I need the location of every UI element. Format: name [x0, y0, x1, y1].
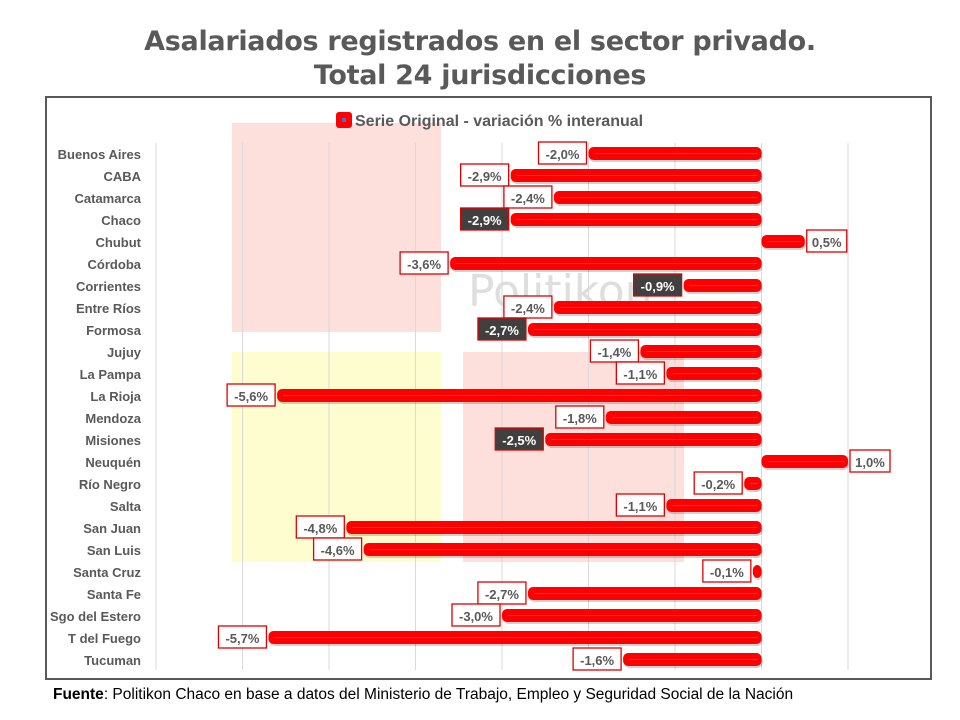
data-label-box — [459, 163, 510, 187]
data-label-box — [615, 493, 665, 517]
category-label: Chaco — [101, 213, 141, 228]
category-label: La Rioja — [90, 389, 141, 404]
category-label: Misiones — [85, 433, 141, 448]
data-label-box — [477, 581, 527, 605]
legend-swatch-inner — [342, 118, 346, 122]
data-label: -1,1% — [623, 367, 657, 382]
category-label: Córdoba — [88, 257, 142, 272]
data-label: -5,6% — [234, 389, 268, 404]
data-label: -0,9% — [641, 279, 675, 294]
data-label: 0,5% — [812, 235, 842, 250]
category-label: T del Fuego — [68, 631, 141, 646]
data-label: -0,1% — [710, 565, 744, 580]
category-label: Neuquén — [85, 455, 141, 470]
bar — [752, 565, 762, 578]
category-label: Catamarca — [75, 191, 142, 206]
data-label-box — [702, 559, 752, 583]
category-label: Tucuman — [84, 653, 141, 668]
category-label: La Pampa — [80, 367, 142, 382]
chart-frame — [45, 96, 932, 680]
data-label: 1,0% — [855, 455, 885, 470]
category-label: Salta — [110, 499, 142, 514]
data-label-box — [217, 625, 268, 649]
data-label-box — [537, 141, 588, 165]
category-label: Santa Fe — [87, 587, 141, 602]
data-label-box — [615, 361, 665, 385]
footer-text: : Politikon Chaco en base a datos del Mi… — [103, 686, 794, 703]
data-label: -5,7% — [225, 631, 259, 646]
data-label-box — [477, 317, 527, 341]
category-label: Sgo del Estero — [50, 609, 141, 624]
data-label-box — [503, 185, 553, 209]
data-label: -4,8% — [303, 521, 337, 536]
data-label: -3,6% — [407, 257, 441, 272]
data-label: -2,9% — [468, 213, 502, 228]
category-label: Río Negro — [79, 477, 141, 492]
category-label: Mendoza — [85, 411, 141, 426]
category-label: Entre Ríos — [76, 301, 141, 316]
category-label: Chubut — [96, 235, 142, 250]
data-label: -4,6% — [321, 543, 355, 558]
footer-label: Fuente — [53, 686, 104, 703]
data-label: -2,9% — [468, 169, 502, 184]
data-label: -1,1% — [623, 499, 657, 514]
data-label-box — [806, 229, 848, 253]
data-label: -2,4% — [511, 301, 545, 316]
data-label: -0,2% — [701, 477, 735, 492]
category-label: Santa Cruz — [73, 565, 141, 580]
data-label: -2,7% — [485, 587, 519, 602]
category-label: Buenos Aires — [58, 147, 141, 162]
category-label: San Luis — [87, 543, 141, 558]
data-label-box — [849, 449, 891, 473]
category-label: Corrientes — [76, 279, 141, 294]
category-label: CABA — [103, 169, 141, 184]
data-label: -2,0% — [546, 147, 580, 162]
legend-label: Serie Original - variación % interanual — [355, 113, 643, 130]
data-label-box — [312, 537, 363, 561]
data-label-box — [399, 251, 449, 275]
data-label-box — [572, 647, 622, 671]
category-label: Jujuy — [107, 345, 142, 360]
data-label-box — [589, 339, 640, 363]
legend: Serie Original - variación % interanual — [336, 112, 643, 130]
data-label-box — [633, 273, 683, 297]
data-label-box — [226, 383, 276, 407]
data-label-box — [494, 427, 544, 451]
source-footer: Fuente: Politikon Chaco en base a datos … — [53, 686, 793, 704]
chart-title-line-1: Asalariados registrados en el sector pri… — [144, 26, 816, 57]
data-label: -3,0% — [459, 609, 493, 624]
data-label-box — [503, 295, 553, 319]
chart-title-line-2: Total 24 jurisdicciones — [313, 60, 647, 91]
data-label: -1,8% — [563, 411, 597, 426]
data-label: -2,4% — [511, 191, 545, 206]
data-label: -2,7% — [485, 323, 519, 338]
data-label-box — [451, 603, 501, 627]
data-label: -1,6% — [580, 653, 614, 668]
data-label: -2,5% — [502, 433, 536, 448]
zone-pink-top — [232, 123, 441, 332]
data-label-box — [459, 207, 510, 231]
category-label: San Juan — [83, 521, 141, 536]
data-label: -1,4% — [597, 345, 631, 360]
data-label-box — [555, 405, 605, 429]
data-label-box — [693, 471, 743, 495]
category-label: Formosa — [86, 323, 142, 338]
